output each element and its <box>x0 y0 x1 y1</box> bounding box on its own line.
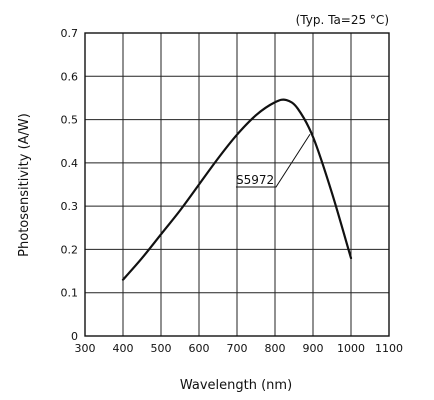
x-tick-label: 900 <box>303 342 324 355</box>
x-tick-label: 300 <box>75 342 96 355</box>
x-tick-label: 1000 <box>337 342 365 355</box>
y-tick-label: 0.7 <box>61 27 79 40</box>
y-axis-label: Photosensitivity (A/W) <box>17 113 32 257</box>
x-tick-label: 700 <box>227 342 248 355</box>
x-tick-label: 800 <box>265 342 286 355</box>
y-tick-label: 0.2 <box>61 243 79 256</box>
y-tick-label: 0 <box>71 330 78 343</box>
annotation-leader-line <box>236 133 311 188</box>
y-tick-label: 0.5 <box>61 114 79 127</box>
x-tick-label: 1100 <box>375 342 403 355</box>
y-tick-label: 0.3 <box>61 200 79 213</box>
series-annotation-label: S5972 <box>236 173 274 187</box>
plot-frame <box>84 32 390 337</box>
conditions-note: (Typ. Ta=25 °C) <box>296 13 389 27</box>
x-tick-label: 600 <box>189 342 210 355</box>
x-tick-label: 400 <box>113 342 134 355</box>
y-tick-label: 0.6 <box>61 70 79 83</box>
y-tick-label: 0.4 <box>61 157 79 170</box>
y-tick-label: 0.1 <box>61 287 79 300</box>
x-axis-label: Wavelength (nm) <box>180 378 292 393</box>
x-tick-labels: 300 400 500 600 700 800 900 1000 1100 <box>75 342 404 355</box>
series-line-s5972 <box>121 98 353 281</box>
x-tick-label: 500 <box>151 342 172 355</box>
y-tick-labels: 0 0.1 0.2 0.3 0.4 0.5 0.6 0.7 <box>61 27 79 343</box>
